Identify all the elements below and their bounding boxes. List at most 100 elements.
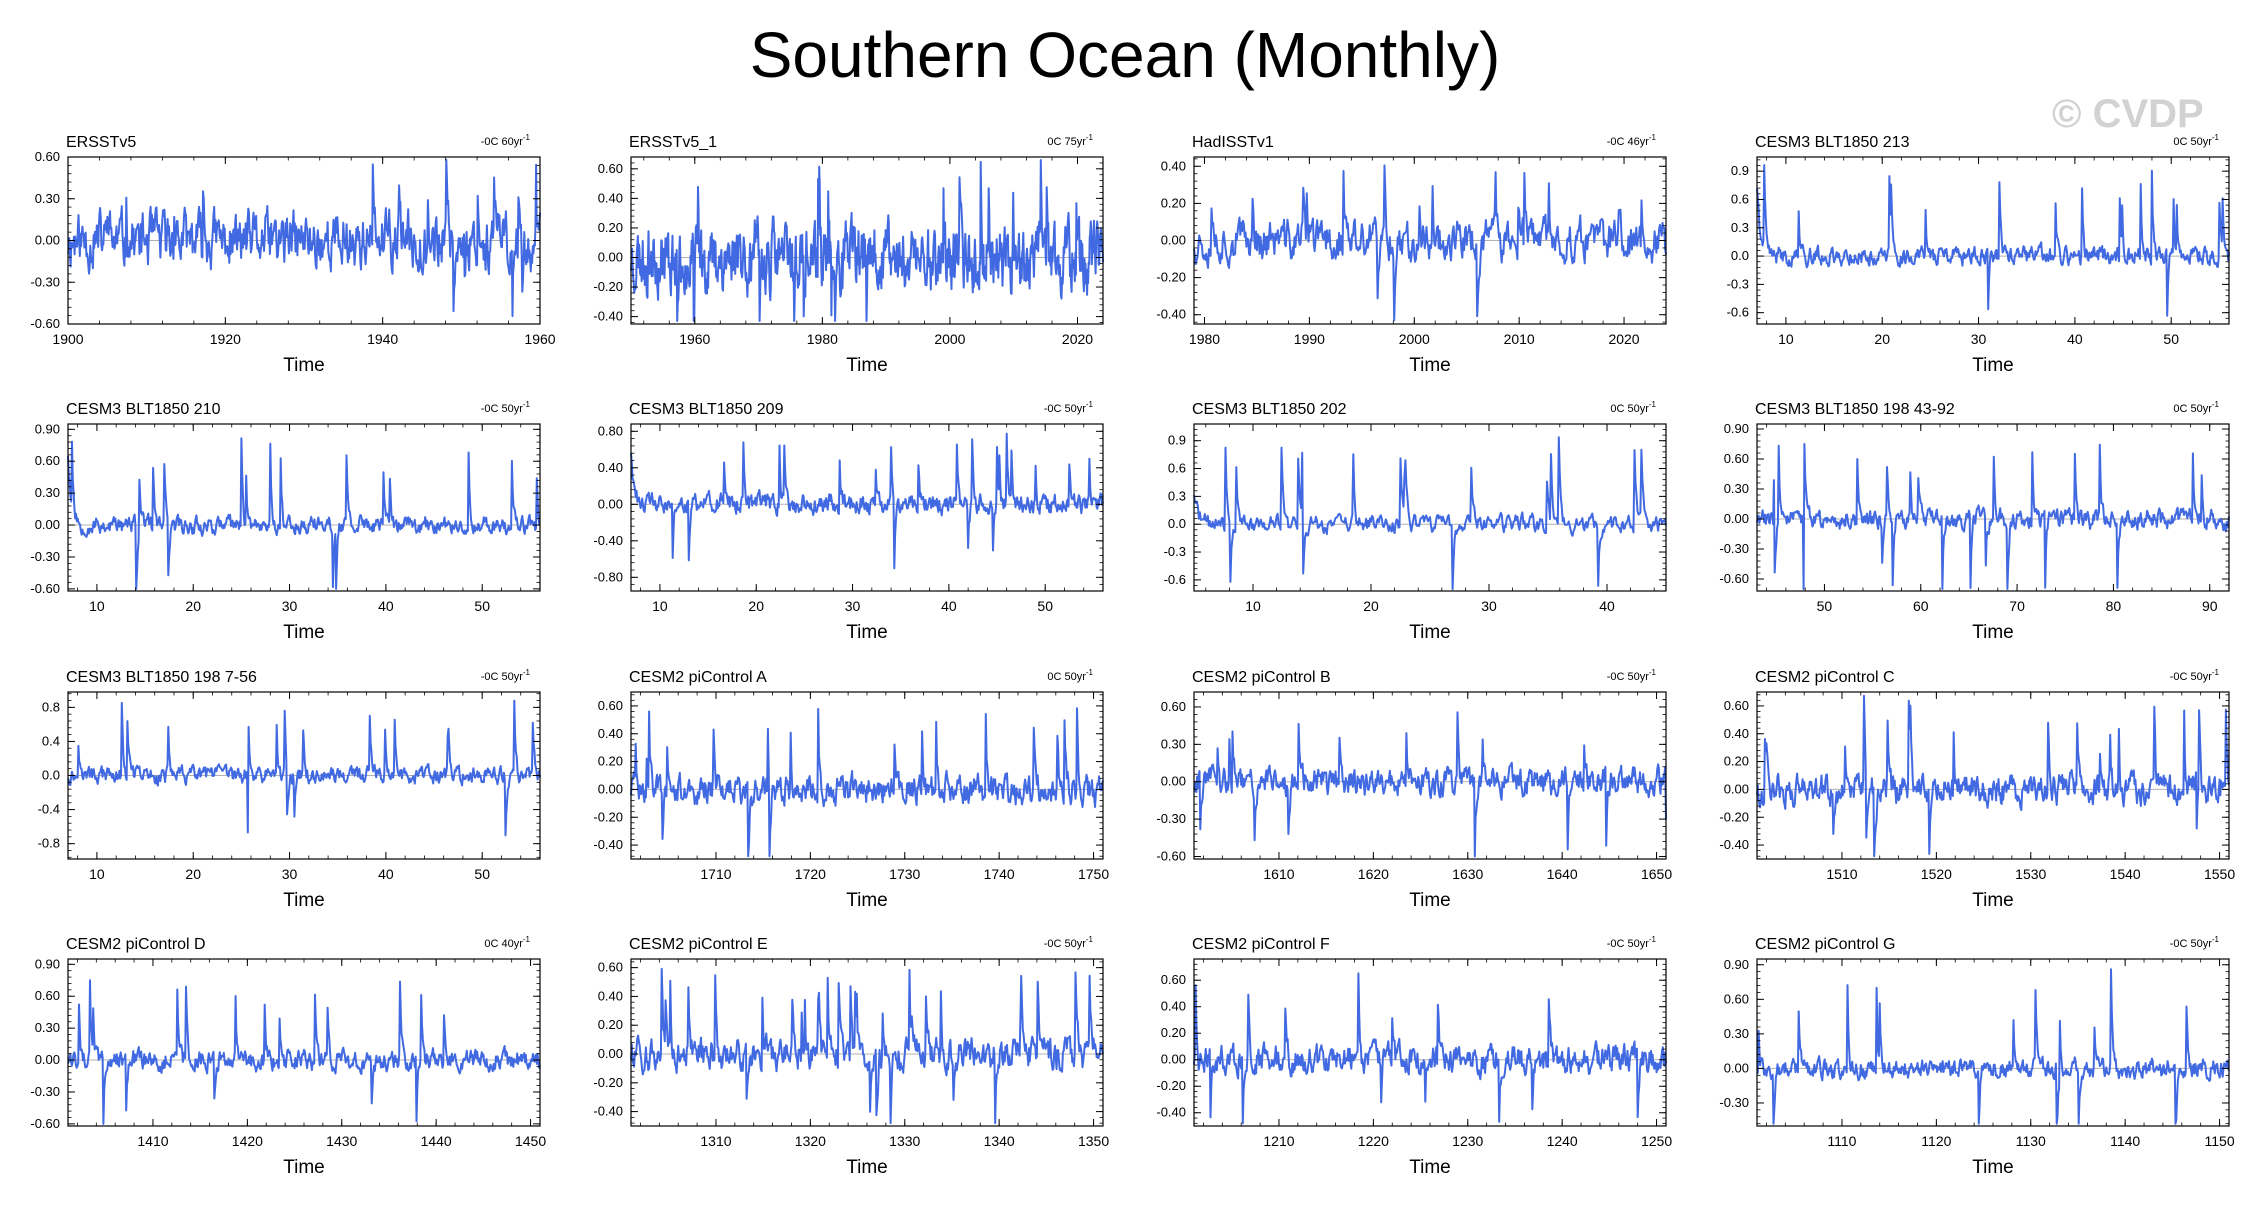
y-tick-label: 0.30	[35, 485, 60, 500]
y-tick-label: -0.20	[593, 809, 623, 824]
y-tick-label: 0.60	[35, 149, 60, 164]
y-tick-label: -0.60	[30, 581, 60, 596]
watermark: © CVDP	[2052, 92, 2204, 136]
x-tick-label: 1140	[2110, 1133, 2140, 1149]
trend-superscript: -1	[1086, 668, 1094, 677]
x-axis-label: Time	[1972, 890, 2014, 911]
trend-superscript: -1	[523, 400, 531, 409]
x-axis-label: Time	[1409, 355, 1451, 376]
y-tick-label: 0.20	[598, 1017, 623, 1032]
x-tick-label: 1630	[1452, 866, 1483, 882]
x-tick-label: 1410	[137, 1133, 168, 1149]
x-tick-label: 1720	[795, 866, 826, 882]
trend-superscript: -1	[1086, 935, 1094, 944]
x-tick-label: 10	[652, 598, 668, 614]
panel-3: HadISSTv1 -0C 46yr-1 -0.40 -0.20 0.00 0.20 0.4…	[1156, 133, 1667, 376]
series-line	[1756, 443, 2230, 590]
y-tick-label: 0.00	[35, 517, 60, 532]
x-tick-label: 1610	[1263, 866, 1294, 882]
y-tick-label: 0.00	[1161, 774, 1186, 789]
y-tick-label: 0.00	[598, 1046, 623, 1061]
panel-5: CESM3 BLT1850 210 -0C 50yr-1 -0.60 -0.30 0.0…	[30, 400, 541, 643]
x-tick-label: 1420	[232, 1133, 263, 1149]
y-tick-label: 0.20	[1724, 754, 1749, 769]
x-tick-label: 1620	[1358, 866, 1389, 882]
y-tick-label: 0.60	[35, 453, 60, 468]
trend-label: 0C 50yr-1	[1047, 668, 1093, 683]
y-tick-label: 0.60	[1161, 972, 1186, 987]
panel-title: CESM3 BLT1850 213	[1755, 134, 1910, 151]
x-axis-label: Time	[1409, 890, 1451, 911]
y-tick-label: 0.00	[35, 1052, 60, 1067]
x-tick-label: 1110	[1827, 1133, 1856, 1149]
x-tick-label: 1650	[1641, 866, 1672, 882]
y-tick-label: -0.30	[30, 1084, 60, 1099]
panel-title: CESM3 BLT1850 209	[629, 401, 784, 418]
trend-superscript: -1	[1649, 400, 1657, 409]
x-tick-label: 1250	[1641, 1133, 1672, 1149]
panel-title: ERSSTv5_1	[629, 134, 717, 151]
panel-2: ERSSTv5_1 0C 75yr-1 -0.40 -0.20 0.00 0.20 0.40…	[593, 133, 1104, 376]
y-tick-label: -0.30	[1719, 1095, 1749, 1110]
y-tick-label: -0.40	[593, 533, 623, 548]
x-tick-label: 40	[941, 598, 957, 614]
y-tick-label: -0.40	[1156, 1105, 1186, 1120]
x-tick-label: 1350	[1078, 1133, 1109, 1149]
x-tick-label: 1220	[1358, 1133, 1389, 1149]
plot-frame	[1756, 423, 2230, 592]
x-tick-label: 1550	[2204, 866, 2235, 882]
x-tick-label: 50	[2163, 331, 2179, 347]
plot-frame	[630, 156, 1104, 325]
y-tick-label: 0.4	[42, 733, 60, 748]
x-tick-label: 40	[2067, 331, 2083, 347]
x-tick-label: 20	[185, 866, 201, 882]
plot-frame	[630, 423, 1104, 592]
series-line	[1756, 164, 2230, 317]
y-tick-label: -0.20	[1156, 270, 1186, 285]
x-tick-label: 30	[282, 866, 298, 882]
y-tick-label: 0.00	[1724, 1060, 1749, 1075]
trend-superscript: -1	[523, 935, 531, 944]
y-tick-label: 0.40	[598, 726, 623, 741]
x-tick-label: 1980	[1189, 331, 1220, 347]
panel-15: CESM2 piControl F -0C 50yr-1 -0.40 -0.20 0.0…	[1156, 935, 1672, 1178]
trend-label: -0C 50yr-1	[1607, 935, 1657, 950]
panel-title: CESM2 piControl B	[1192, 669, 1331, 686]
panel-6: CESM3 BLT1850 209 -0C 50yr-1 -0.80 -0.40 0.0…	[593, 400, 1104, 643]
x-tick-label: 1730	[889, 866, 920, 882]
x-tick-label: 1920	[210, 331, 241, 347]
panel-title: CESM2 piControl A	[629, 669, 767, 686]
x-axis-label: Time	[283, 622, 325, 643]
trend-label: -0C 50yr-1	[1044, 935, 1094, 950]
y-tick-label: 0.6	[1168, 461, 1186, 476]
series-line	[630, 967, 1104, 1125]
x-tick-label: 20	[748, 598, 764, 614]
y-tick-label: 0.20	[598, 220, 623, 235]
y-tick-label: 0.60	[598, 698, 623, 713]
y-tick-label: 0.20	[1161, 1025, 1186, 1040]
y-tick-label: -0.30	[30, 274, 60, 289]
trend-label: -0C 50yr-1	[2170, 935, 2220, 950]
x-axis-label: Time	[846, 622, 888, 643]
x-axis-label: Time	[283, 355, 325, 376]
y-tick-label: 0.9	[1168, 433, 1186, 448]
x-axis-label: Time	[846, 890, 888, 911]
series-line	[630, 707, 1104, 858]
x-tick-label: 60	[1913, 598, 1929, 614]
trend-label: 0C 40yr-1	[484, 935, 530, 950]
series-line	[67, 158, 541, 318]
x-tick-label: 20	[1874, 331, 1890, 347]
x-tick-label: 1440	[421, 1133, 452, 1149]
panel-title: CESM3 BLT1850 198 7-56	[66, 669, 257, 686]
y-tick-label: 0.0	[1168, 516, 1186, 531]
y-tick-label: 0.40	[598, 988, 623, 1003]
x-axis-label: Time	[283, 890, 325, 911]
x-axis-label: Time	[1972, 622, 2014, 643]
panel-title: CESM3 BLT1850 202	[1192, 401, 1347, 418]
trend-label: -0C 50yr-1	[481, 400, 531, 415]
x-tick-label: 30	[1971, 331, 1987, 347]
x-axis-label: Time	[846, 355, 888, 376]
trend-label: -0C 50yr-1	[1607, 668, 1657, 683]
series-line	[1193, 972, 1667, 1125]
